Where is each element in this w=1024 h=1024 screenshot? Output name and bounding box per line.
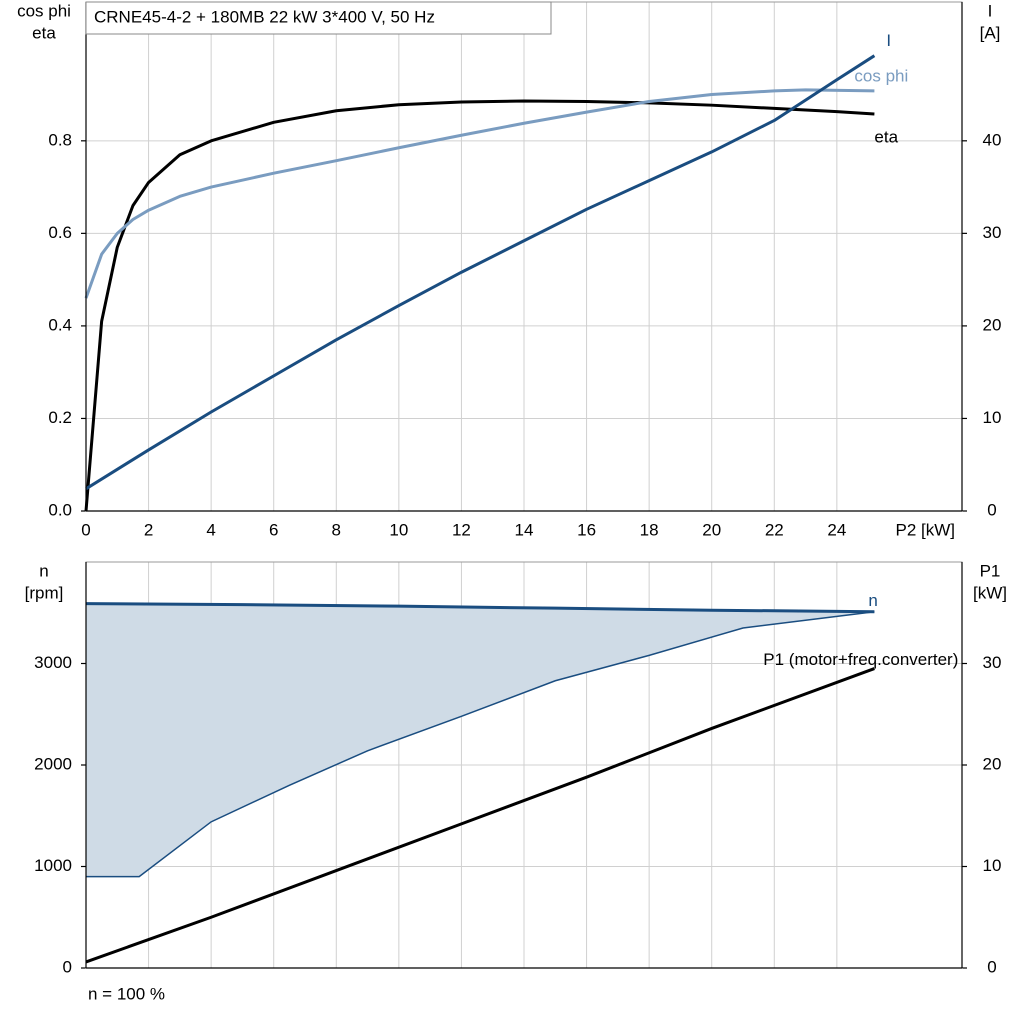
chart-title: CRNE45-4-2 + 180MB 22 kW 3*400 V, 50 Hz: [94, 7, 435, 26]
x-tick-label: 14: [515, 520, 534, 539]
series-label: I: [886, 31, 891, 50]
y-axis-label: n: [39, 561, 48, 580]
range-lower-line: [86, 610, 875, 878]
x-tick-label: 22: [765, 520, 784, 539]
y2-tick-label: 30: [983, 653, 1002, 672]
y-tick-label: 0.0: [48, 500, 72, 519]
x-axis-label: P2 [kW]: [895, 520, 955, 539]
y2-tick-label: 10: [983, 408, 1002, 427]
x-tick-label: 12: [452, 520, 471, 539]
note: n = 100 %: [88, 984, 165, 1003]
y2-axis-label: P1: [980, 561, 1001, 580]
x-tick-label: 8: [332, 520, 341, 539]
x-tick-label: 20: [702, 520, 721, 539]
y2-axis-label: I: [988, 1, 993, 20]
x-tick-label: 16: [577, 520, 596, 539]
y-axis-label: cos phi: [17, 1, 71, 20]
series-line: [84, 88, 875, 299]
x-tick-label: 24: [827, 520, 846, 539]
y2-tick-label: 20: [983, 315, 1002, 334]
series-line: [85, 667, 875, 964]
series-label: cos phi: [854, 66, 908, 85]
y-tick-label: 3000: [34, 653, 72, 672]
x-tick-label: 10: [389, 520, 408, 539]
x-tick-label: 18: [640, 520, 659, 539]
y-tick-label: 0.2: [48, 408, 72, 427]
x-tick-label: 2: [144, 520, 153, 539]
y2-tick-label: 10: [983, 856, 1002, 875]
y-tick-label: 0.6: [48, 223, 72, 242]
x-tick-label: 0: [81, 520, 90, 539]
title-box: [85, 1, 552, 35]
series-line: [84, 99, 875, 512]
y-axis-label: [rpm]: [25, 583, 64, 602]
x-tick-label: 4: [206, 520, 215, 539]
y-tick-label: 0.4: [48, 315, 72, 334]
y-tick-label: 0.8: [48, 130, 72, 149]
y2-axis-label: [A]: [980, 23, 1001, 42]
y-tick-label: 0: [63, 957, 72, 976]
series-label: P1 (motor+freq.converter): [763, 650, 958, 669]
series-line: [85, 54, 876, 491]
y2-tick-label: 0: [987, 500, 996, 519]
y-tick-label: 2000: [34, 754, 72, 773]
x-tick-label: 6: [269, 520, 278, 539]
y2-tick-label: 40: [983, 130, 1002, 149]
y2-axis-label: [kW]: [973, 583, 1007, 602]
series-label: n: [868, 591, 877, 610]
y2-tick-label: 0: [987, 957, 996, 976]
y-axis-label: eta: [32, 23, 56, 42]
y2-tick-label: 30: [983, 223, 1002, 242]
series-label: eta: [874, 127, 898, 146]
series-line: [85, 602, 875, 614]
y2-tick-label: 20: [983, 754, 1002, 773]
range-area: [86, 603, 875, 877]
y-tick-label: 1000: [34, 856, 72, 875]
